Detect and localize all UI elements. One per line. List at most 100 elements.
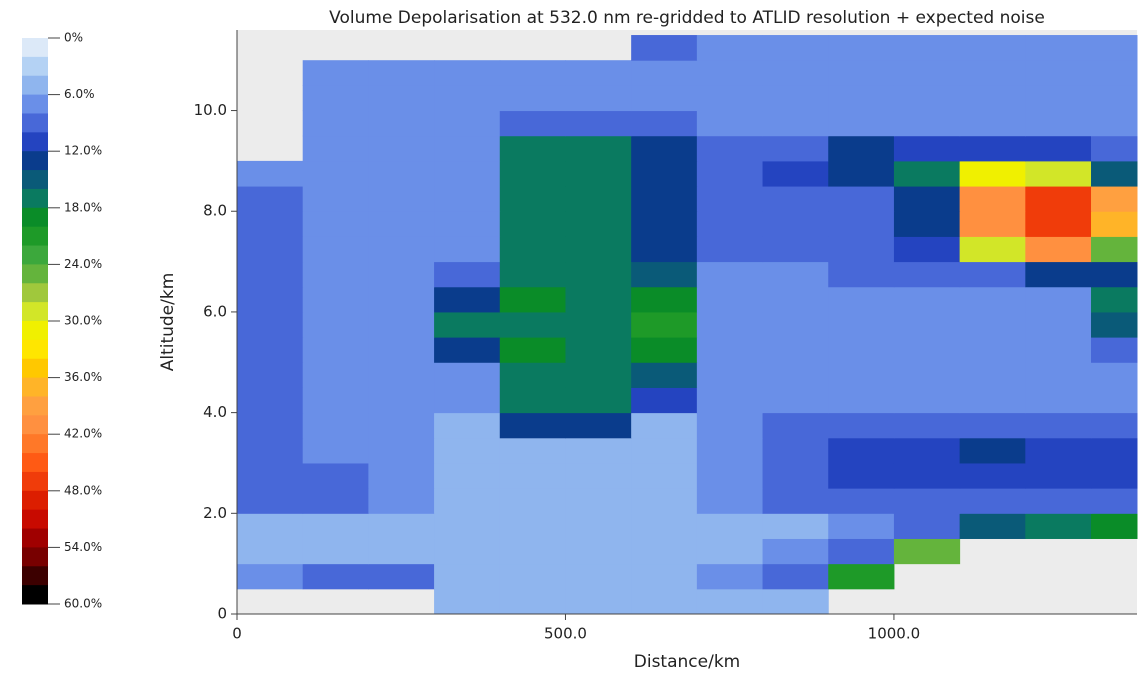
heatmap-cell: [1091, 60, 1138, 86]
heatmap-cell: [893, 337, 961, 363]
heatmap-cell: [565, 261, 632, 288]
heatmap-cell: [302, 538, 369, 565]
heatmap-cell: [696, 311, 764, 338]
colorbar-tick-label: 60.0%: [64, 597, 102, 611]
heatmap-cell: [302, 186, 369, 212]
heatmap-cell: [368, 387, 435, 414]
heatmap-cell: [302, 85, 369, 112]
heatmap-cell: [434, 85, 501, 112]
heatmap-cell: [1091, 35, 1138, 61]
heatmap-cell: [762, 337, 829, 363]
heatmap-cell: [434, 462, 501, 489]
heatmap-cell: [434, 538, 501, 565]
colorbar-swatch: [22, 396, 48, 416]
heatmap-cell: [893, 261, 961, 288]
heatmap-cell: [631, 35, 698, 61]
heatmap-cell: [499, 160, 566, 187]
colorbar-swatch: [22, 132, 48, 152]
heatmap-cell: [499, 110, 566, 137]
heatmap-cell: [302, 311, 369, 338]
heatmap-cell: [302, 60, 369, 86]
heatmap-cell: [237, 311, 304, 338]
heatmap-cell: [959, 160, 1026, 187]
heatmap-cell: [368, 110, 435, 137]
heatmap-cell: [565, 538, 632, 565]
heatmap-cell: [565, 211, 632, 237]
heatmap-cell: [893, 362, 961, 388]
heatmap-cell: [434, 211, 501, 237]
heatmap-cell: [893, 286, 961, 313]
heatmap-cell: [237, 563, 304, 590]
heatmap-cell: [565, 588, 632, 615]
heatmap-cell: [959, 186, 1026, 212]
heatmap-cell: [565, 110, 632, 137]
heatmap-cell: [368, 538, 435, 565]
heatmap-cell: [368, 261, 435, 288]
colorbar-swatch: [22, 585, 48, 605]
heatmap-cell: [828, 488, 895, 514]
heatmap-cell: [959, 261, 1026, 288]
heatmap-cell: [499, 85, 566, 112]
colorbar-swatch: [22, 283, 48, 303]
heatmap-cell: [565, 387, 632, 414]
heatmap-cell: [631, 60, 698, 86]
colorbar-tick-label: 24.0%: [64, 257, 102, 271]
heatmap-cell: [368, 236, 435, 263]
heatmap-cell: [237, 387, 304, 414]
heatmap-cell: [762, 513, 829, 539]
heatmap-cell: [1025, 387, 1092, 414]
heatmap-cell: [631, 437, 698, 464]
y-tick-label: 4.0: [203, 403, 227, 421]
heatmap-cell: [1091, 462, 1138, 489]
colorbar-swatch: [22, 113, 48, 133]
heatmap-cell: [565, 135, 632, 162]
colorbar-tick-label: 0%: [64, 31, 83, 45]
heatmap-cell: [1091, 337, 1138, 363]
colorbar-swatch: [22, 38, 48, 58]
colorbar-tick-label: 48.0%: [64, 483, 102, 497]
heatmap-cell: [631, 387, 698, 414]
colorbar-swatch: [22, 94, 48, 114]
heatmap-cell: [893, 186, 961, 212]
heatmap-cell: [631, 286, 698, 313]
heatmap-cell: [762, 135, 829, 162]
heatmap-cell: [237, 362, 304, 388]
colorbar-swatch: [22, 509, 48, 530]
heatmap-cell: [565, 488, 632, 514]
heatmap-cell: [302, 135, 369, 162]
heatmap-cell: [631, 160, 698, 187]
heatmap-cell: [696, 362, 764, 388]
heatmap-cell: [828, 437, 895, 464]
heatmap-cell: [237, 160, 304, 187]
heatmap-cell: [631, 337, 698, 363]
heatmap-cell: [499, 412, 566, 439]
colorbar-swatch: [22, 207, 48, 228]
heatmap-cell: [959, 362, 1026, 388]
heatmap-cell: [434, 387, 501, 414]
heatmap-cell: [499, 538, 566, 565]
heatmap-cell: [302, 160, 369, 187]
heatmap-cell: [696, 85, 764, 112]
heatmap-cell: [1091, 85, 1138, 112]
heatmap-cell: [893, 538, 961, 565]
colorbar-swatch: [22, 566, 48, 586]
heatmap-cell: [762, 35, 829, 61]
heatmap-cell: [828, 261, 895, 288]
heatmap-cell: [565, 513, 632, 539]
heatmap-cell: [893, 462, 961, 489]
heatmap-cell: [762, 437, 829, 464]
heatmap-cell: [1091, 437, 1138, 464]
heatmap-cell: [1091, 135, 1138, 162]
heatmap-cell: [434, 311, 501, 338]
heatmap-cell: [696, 462, 764, 489]
heatmap-cell: [696, 488, 764, 514]
heatmap-cell: [959, 462, 1026, 489]
heatmap-cell: [762, 236, 829, 263]
heatmap-cell: [1091, 412, 1138, 439]
heatmap-cell: [1025, 462, 1092, 489]
heatmap-cell: [434, 135, 501, 162]
heatmap-cell: [368, 488, 435, 514]
heatmap-cell: [434, 110, 501, 137]
heatmap-cell: [631, 186, 698, 212]
heatmap-cell: [631, 311, 698, 338]
